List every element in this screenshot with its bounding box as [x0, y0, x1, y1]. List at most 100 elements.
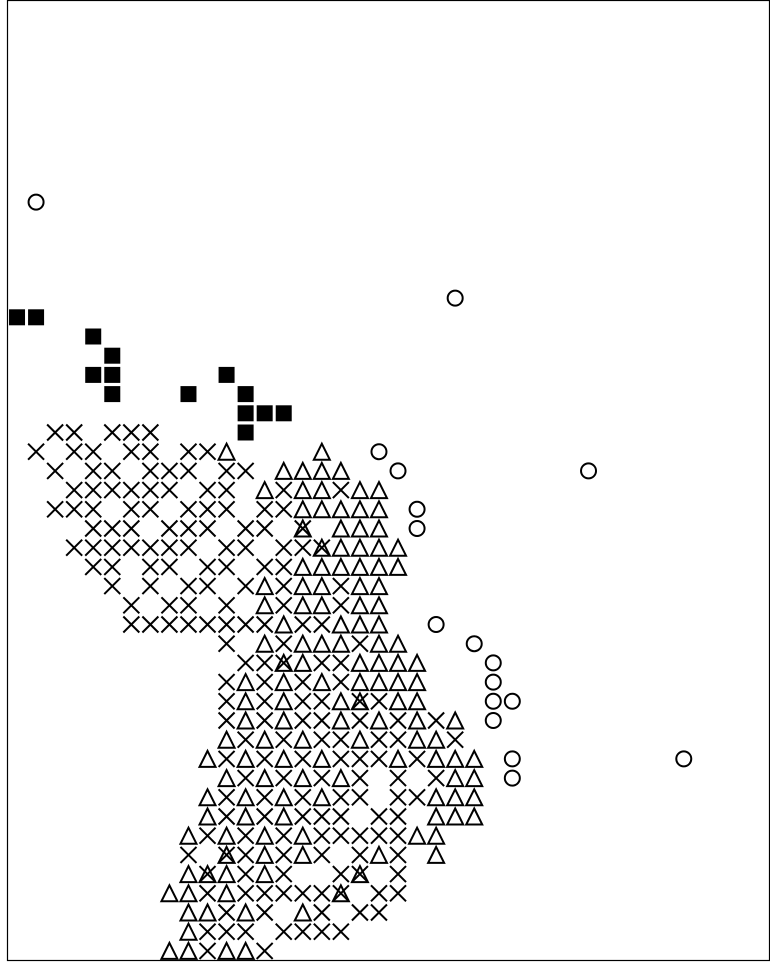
- cross-marker: [332, 577, 350, 595]
- triangle-marker: [426, 844, 446, 864]
- triangle-marker: [331, 691, 351, 711]
- triangle-marker: [255, 729, 275, 749]
- cross-marker: [370, 826, 388, 845]
- triangle-marker: [426, 806, 446, 826]
- circle-marker: [446, 289, 464, 307]
- cross-marker: [313, 769, 331, 787]
- cross-marker: [294, 807, 312, 826]
- square-marker: [28, 309, 45, 326]
- cross-marker: [198, 500, 217, 519]
- cross-marker: [370, 692, 388, 711]
- triangle-marker: [236, 787, 256, 807]
- cross-marker: [217, 634, 236, 653]
- triangle-marker: [293, 499, 313, 519]
- circle-marker: [484, 692, 502, 710]
- square-marker: [180, 386, 197, 403]
- cross-marker: [198, 442, 217, 461]
- cross-marker: [294, 519, 312, 538]
- triangle-marker: [255, 825, 275, 845]
- cross-marker: [389, 826, 407, 845]
- cross-marker: [389, 807, 407, 826]
- triangle-marker: [312, 460, 332, 480]
- triangle-marker: [274, 671, 294, 692]
- triangle-marker: [350, 863, 370, 884]
- cross-marker: [46, 462, 64, 480]
- square-marker: [237, 405, 254, 422]
- cross-marker: [408, 750, 426, 768]
- cross-marker: [141, 481, 160, 499]
- cross-marker: [389, 788, 407, 807]
- triangle-marker: [255, 595, 275, 615]
- cross-marker: [160, 615, 179, 634]
- cross-marker: [370, 807, 388, 826]
- triangle-marker: [274, 710, 294, 730]
- cross-marker: [198, 577, 217, 595]
- cross-marker: [198, 942, 217, 960]
- cross-marker: [294, 922, 312, 941]
- cross-marker: [179, 462, 198, 480]
- triangle-marker: [274, 614, 294, 634]
- cross-marker: [84, 538, 102, 557]
- cross-marker: [179, 615, 198, 634]
- cross-marker: [236, 730, 255, 749]
- circle-marker: [27, 193, 45, 211]
- triangle-marker: [331, 883, 351, 903]
- triangle-marker: [293, 460, 313, 480]
- cross-marker: [65, 500, 83, 519]
- cross-marker: [160, 481, 179, 499]
- triangle-marker: [312, 787, 332, 807]
- cross-marker: [236, 462, 255, 480]
- triangle-marker: [369, 479, 389, 500]
- square-marker: [218, 366, 235, 383]
- cross-marker: [198, 826, 217, 845]
- cross-marker: [217, 596, 236, 615]
- triangle-marker: [369, 556, 389, 576]
- cross-marker: [217, 711, 236, 730]
- triangle-marker: [255, 767, 275, 788]
- triangle-marker: [331, 614, 351, 634]
- cross-marker: [255, 788, 274, 807]
- cross-marker: [236, 538, 255, 557]
- cross-marker: [122, 442, 141, 461]
- square-marker: [85, 328, 102, 345]
- cross-marker: [332, 807, 350, 826]
- cross-marker: [389, 846, 407, 864]
- triangle-marker: [426, 825, 446, 845]
- triangle-marker: [369, 633, 389, 653]
- cross-marker: [65, 481, 83, 499]
- circle-marker: [503, 769, 521, 787]
- cross-marker: [351, 634, 369, 653]
- cross-marker: [255, 615, 274, 634]
- square-marker: [104, 347, 121, 364]
- cross-marker: [255, 884, 274, 903]
- triangle-marker: [369, 595, 389, 615]
- cross-marker: [236, 615, 255, 634]
- cross-marker: [332, 884, 350, 903]
- cross-marker: [141, 538, 160, 557]
- triangle-marker: [255, 479, 275, 500]
- cross-marker: [275, 596, 293, 615]
- cross-marker: [389, 711, 407, 730]
- cross-marker: [351, 769, 369, 787]
- cross-marker: [313, 538, 331, 557]
- cross-marker: [217, 615, 236, 634]
- triangle-marker: [293, 518, 313, 538]
- triangle-marker: [197, 748, 218, 768]
- cross-marker: [236, 884, 255, 903]
- triangle-marker: [350, 537, 370, 557]
- cross-marker: [351, 826, 369, 845]
- cross-marker: [122, 596, 141, 615]
- triangle-marker: [445, 767, 465, 788]
- cross-marker: [236, 922, 255, 941]
- cross-marker: [122, 519, 141, 538]
- cross-marker: [255, 654, 274, 672]
- square-marker: [9, 309, 26, 326]
- circle-marker: [484, 712, 502, 729]
- triangle-marker: [293, 902, 313, 922]
- triangle-marker: [274, 652, 294, 672]
- triangle-marker: [216, 729, 237, 749]
- triangle-marker: [293, 633, 313, 653]
- cross-marker: [313, 654, 331, 672]
- triangle-marker: [293, 729, 313, 749]
- triangle-marker: [178, 902, 199, 922]
